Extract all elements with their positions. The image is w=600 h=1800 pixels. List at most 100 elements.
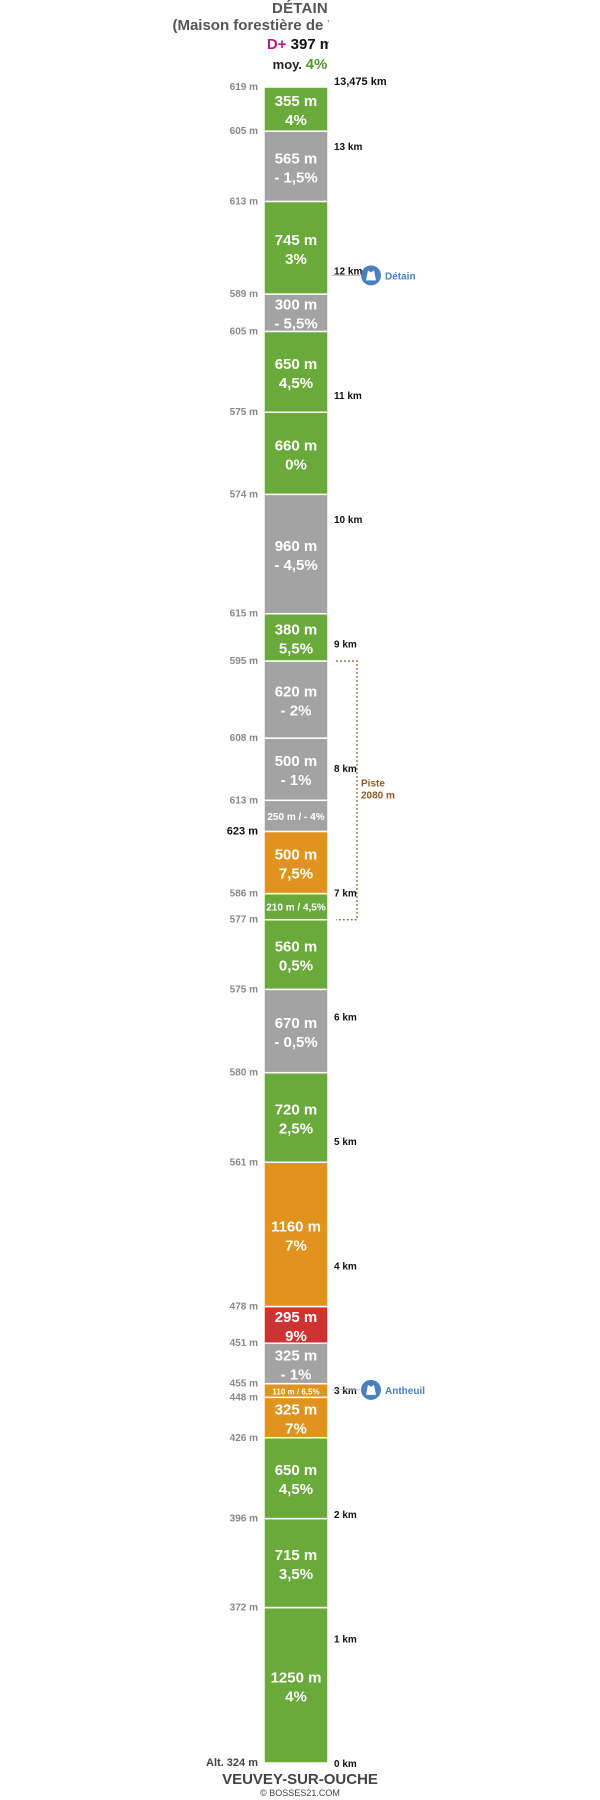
dplus-label: D+ <box>266 36 287 53</box>
segment-bar-6 <box>263 1305 329 1344</box>
altitude-label-18: 575 m <box>230 407 258 418</box>
segment-bar-7 <box>263 1161 329 1308</box>
segment-length-21: 745 m <box>275 232 318 249</box>
segment-length-9: 670 m <box>275 1015 318 1032</box>
segment-grade-0: 4% <box>285 1688 307 1705</box>
segment-grade-15: - 2% <box>281 703 312 720</box>
segment-grade-5: - 1% <box>281 1366 312 1383</box>
segment-length-18: 660 m <box>275 437 318 454</box>
altitude-label-11: 586 m <box>230 889 258 900</box>
altitude-label-16: 615 m <box>230 609 258 620</box>
segment-length-3: 325 m <box>275 1402 318 1419</box>
poi-label-0: Détain <box>385 271 416 282</box>
segment-length-10: 560 m <box>275 939 318 956</box>
altitude-label-15: 595 m <box>230 656 258 667</box>
segment-bar-1 <box>263 1517 329 1609</box>
poi-label-1: Antheuil <box>385 1386 425 1397</box>
segment-grade-14: - 1% <box>281 772 312 789</box>
altitude-label-13: 613 m <box>230 795 258 806</box>
segment-grade-18: 0% <box>285 456 307 473</box>
altitude-label-0: 372 m <box>230 1603 258 1614</box>
km-marker-1: 1 km <box>334 1635 357 1646</box>
segment-grade-16: 5,5% <box>279 640 313 657</box>
segment-bar-12 <box>263 830 329 895</box>
km-marker-6: 6 km <box>334 1013 357 1024</box>
segment-grade-19: 4,5% <box>279 375 313 392</box>
altitude-label-23: 619 m <box>230 82 258 93</box>
km-marker-7: 7 km <box>334 888 357 899</box>
segment-length-12: 500 m <box>275 846 318 863</box>
altitude-label-7: 561 m <box>230 1157 258 1168</box>
segment-length-17: 960 m <box>275 538 318 555</box>
segment-bar-15 <box>263 660 329 739</box>
segment-bar-14 <box>263 737 329 802</box>
altitude-label-8: 580 m <box>230 1068 258 1079</box>
elevation-gain: D+ 397 m <box>0 36 600 53</box>
altitude-label-14: 608 m <box>230 733 258 744</box>
segment-bar-5 <box>263 1342 329 1385</box>
segment-grade-10: 0,5% <box>279 958 313 975</box>
segment-grade-9: - 0,5% <box>274 1034 317 1051</box>
segment-length-15: 620 m <box>275 684 318 701</box>
altitude-label-17: 574 m <box>230 489 258 500</box>
segment-label-4: 110 m / 6,5% <box>272 1387 319 1396</box>
segment-grade-21: 3% <box>285 251 307 268</box>
segment-bar-21 <box>263 200 329 295</box>
credit: © BOSSES21.COM <box>260 1788 340 1798</box>
segment-bar-16 <box>263 612 329 662</box>
segment-length-6: 295 m <box>275 1309 318 1326</box>
km-marker-5: 5 km <box>334 1137 357 1148</box>
km-marker-8: 8 km <box>334 764 357 775</box>
segment-bar-8 <box>263 1071 329 1164</box>
avg-value: 4% <box>305 56 328 73</box>
altitude-label-5: 451 m <box>230 1338 258 1349</box>
segment-label-11: 210 m / 4,5% <box>266 903 326 914</box>
km-marker-4: 4 km <box>334 1261 357 1272</box>
segment-grade-7: 7% <box>285 1237 307 1254</box>
altitude-label-10: 577 m <box>230 915 258 926</box>
altitude-label-2: 426 m <box>230 1433 258 1444</box>
finish-title: DÉTAIN <box>272 0 328 17</box>
start-altitude-label: Alt. 324 m <box>206 1757 258 1769</box>
altitude-label-21: 613 m <box>230 196 258 207</box>
segment-length-19: 650 m <box>275 356 318 373</box>
segment-label-13: 250 m / - 4% <box>267 812 324 823</box>
segment-length-5: 325 m <box>275 1347 318 1364</box>
segment-bar-2 <box>263 1437 329 1520</box>
km-marker-11: 11 km <box>334 391 362 402</box>
altitude-label-12: 623 m <box>227 825 258 837</box>
segment-bar-13 <box>263 799 329 833</box>
km-marker-0: 0 km <box>334 1759 357 1770</box>
altitude-label-20: 589 m <box>230 289 258 300</box>
altitude-label-22: 605 m <box>230 126 258 137</box>
poi-glyph-0 <box>366 270 376 281</box>
altitude-label-19: 605 m <box>230 326 258 337</box>
segment-length-0: 1250 m <box>271 1669 322 1686</box>
segment-bar-23 <box>263 86 329 132</box>
track-label: Piste <box>361 778 385 789</box>
km-marker-3: 3 km <box>334 1386 357 1397</box>
segment-length-22: 565 m <box>275 150 318 167</box>
average-grade: moy. 4% <box>0 56 600 73</box>
altitude-label-6: 478 m <box>230 1302 258 1313</box>
segment-bar-18 <box>263 411 329 496</box>
km-marker-9: 9 km <box>334 640 357 651</box>
segment-grade-12: 7,5% <box>279 865 313 882</box>
avg-label: moy. <box>272 57 303 72</box>
segment-length-14: 500 m <box>275 753 318 770</box>
segment-length-20: 300 m <box>275 297 318 314</box>
segment-grade-8: 2,5% <box>279 1120 313 1137</box>
segment-grade-20: - 5,5% <box>274 316 317 333</box>
segment-bar-20 <box>263 293 329 333</box>
segment-bar-10 <box>263 918 329 991</box>
segment-grade-2: 4,5% <box>279 1481 313 1498</box>
altitude-label-3: 448 m <box>230 1392 258 1403</box>
segment-grade-3: 7% <box>285 1421 307 1438</box>
segment-length-1: 715 m <box>275 1547 318 1564</box>
start-location: VEUVEY-SUR-OUCHE <box>222 1771 378 1788</box>
km-marker-13: 13 km <box>334 142 362 153</box>
segment-grade-22: - 1,5% <box>274 169 317 186</box>
km-marker-2: 2 km <box>334 1510 357 1521</box>
total-distance-label: 13,475 km <box>334 76 387 88</box>
